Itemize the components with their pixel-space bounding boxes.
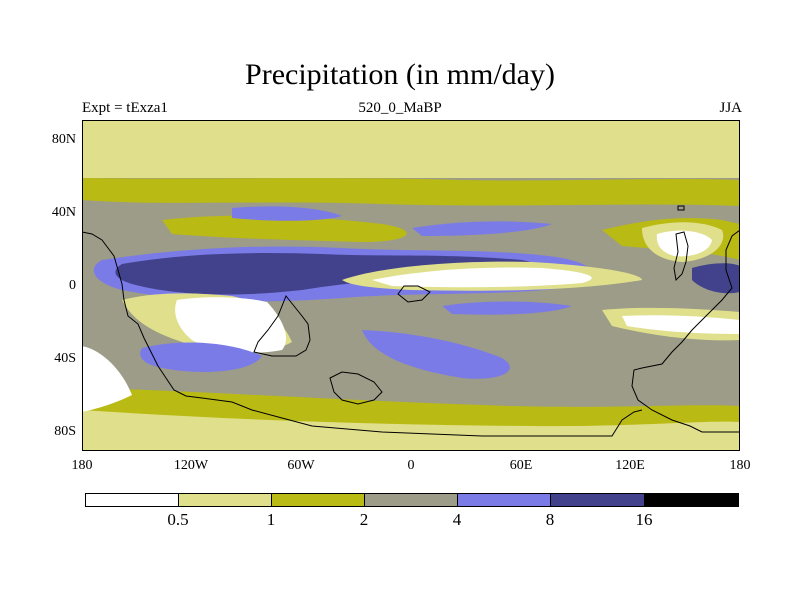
colorbar-label: 16: [635, 510, 653, 529]
precipitation-map: [82, 120, 740, 451]
coastline-small-island: [677, 205, 685, 211]
lat-tick-0: 0: [69, 278, 76, 293]
colorbar-segment: [457, 493, 551, 507]
colorbar-segment: [364, 493, 458, 507]
coastline-island-equator: [397, 285, 431, 303]
coastline-east-arc: [673, 231, 689, 282]
lat-tick-80s: 80S: [54, 424, 76, 439]
wet-patch-north-pacific: [232, 206, 342, 221]
colorbar-segment: [271, 493, 365, 507]
north-polar-band: [82, 120, 740, 178]
wet-patch-far-east: [692, 263, 740, 294]
lat-tick-80n: 80N: [51, 132, 76, 147]
colorbar-segment: [644, 493, 739, 507]
very-dry-equatorial: [372, 267, 592, 288]
lat-tick-40n: 40N: [51, 205, 76, 220]
dry-edge-sw: [82, 346, 132, 412]
coastlines: [82, 205, 740, 437]
coastline-south-america: [253, 295, 311, 357]
period-label: 520_0_MaBP: [358, 100, 442, 116]
north-midlat-band: [82, 178, 740, 206]
colorbar-label: 2: [359, 510, 369, 529]
colorbar-segment: [178, 493, 272, 507]
season-label: JJA: [719, 100, 742, 116]
experiment-label: Expt = tExza1: [82, 100, 168, 116]
lon-tick-180e: 180: [729, 458, 751, 473]
lon-tick-60w: 60W: [287, 458, 315, 473]
colorbar-label: 8: [545, 510, 555, 529]
wet-patch-south-atlantic: [362, 330, 510, 379]
colorbar-label: 4: [452, 510, 462, 529]
wet-patch-north-central: [412, 221, 552, 236]
lon-tick-120e: 120E: [615, 458, 645, 473]
lon-tick-0: 0: [407, 458, 415, 473]
subtropical-band-north: [162, 215, 407, 242]
wet-patch-south-pacific: [140, 342, 262, 372]
map-title: Precipitation (in mm/day): [245, 58, 555, 91]
coastline-east: [631, 229, 740, 433]
colorbar-label: 0.5: [167, 510, 189, 529]
lon-tick-60e: 60E: [509, 458, 533, 473]
lat-tick-40s: 40S: [54, 351, 76, 366]
colorbar-label: 1: [266, 510, 276, 529]
coastline-island-south: [329, 371, 383, 405]
itcz-core: [115, 253, 540, 295]
colorbar-segment: [85, 493, 179, 507]
colorbar-segment: [550, 493, 645, 507]
very-dry-southwest: [175, 297, 287, 353]
coastline-west: [82, 231, 643, 437]
map-frame: [82, 120, 740, 451]
lon-tick-180w: 180: [71, 458, 93, 473]
lon-tick-120w: 120W: [173, 458, 209, 473]
very-dry-ne: [656, 230, 712, 257]
wet-patch-south-indian: [442, 301, 572, 315]
very-dry-se: [622, 315, 740, 334]
